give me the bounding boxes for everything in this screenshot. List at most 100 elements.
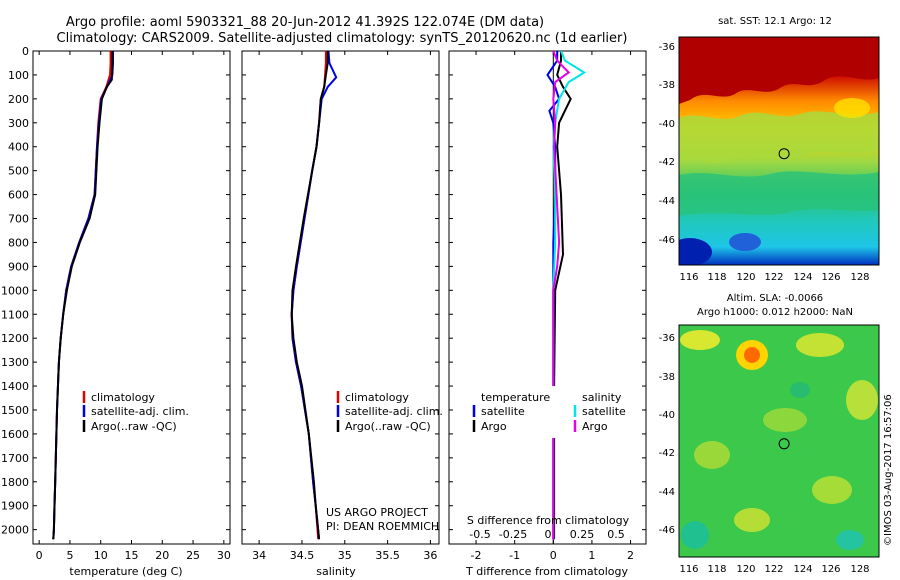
sst-map: sat. SST: 12.1 Argo: 12 -36 -38 -40 -42 … [659,16,880,283]
x-tick-label: 34 [252,549,266,562]
depth-tick-label: 1800 [1,476,29,489]
s-difference-ticks: -0.5 -0.25 0 0.25 0.5 [469,528,624,541]
sla-map-title-line1: Altim. SLA: -0.0066 [727,293,823,304]
sst-cold-patch [729,233,761,251]
depth-tick-label: 1700 [1,452,29,465]
depth-tick-label: 1300 [1,356,29,369]
salinity-axis-ticks: 34 34.5 35 35.5 36 [252,51,437,562]
x-tick-label: -2 [471,549,482,562]
s-difference-label: S difference from climatology [467,514,630,527]
x-tick-label: 5 [66,549,73,562]
lat-tick: -42 [659,157,675,168]
lon-tick: 122 [764,272,783,283]
salinity-panel: 34 34.5 35 35.5 36 salinity climatology sate… [241,50,443,578]
sla-low [681,521,709,549]
sla-background [679,325,879,557]
figure-title-line2: Climatology: CARS2009. Satellite-adjuste… [57,31,628,46]
lon-tick: 118 [707,564,726,575]
s-tick-label: 0.5 [607,528,625,541]
sst-map-xticks: 116 118 120 122 124 126 128 [679,272,869,283]
legend-satellite-label: satellite-adj. clim. [345,405,443,418]
legend-s-argo-label: Argo [582,420,608,433]
lat-tick: -38 [659,80,675,91]
temperature-axis-label: temperature (deg C) [69,565,182,578]
sla-map-frame [678,324,880,558]
project-annotation: US ARGO PROJECT [326,506,428,519]
x-tick-label: 1 [588,549,595,562]
x-tick-label: 0 [36,549,43,562]
depth-tick-label: 1400 [1,380,29,393]
sst-cold-pool [679,238,712,265]
sla-low [790,382,810,398]
salinity-legend: climatology satellite-adj. clim. Argo(..… [336,391,443,433]
depth-tick-label: 800 [8,236,29,249]
x-tick-label: -1 [509,549,520,562]
depth-tick-label: 100 [8,69,29,82]
x-tick-label: 35 [338,549,352,562]
lat-tick: -40 [659,119,675,130]
depth-tick-label: 900 [8,260,29,273]
series-line-argo-raw-qc [290,51,329,540]
lon-tick: 116 [679,272,698,283]
s-tick-label: -0.5 [469,528,490,541]
lon-tick: 128 [850,272,869,283]
lat-tick: -42 [659,448,675,459]
lat-tick: -36 [659,333,675,344]
legend-climatology-label: climatology [345,391,409,404]
lon-tick: 126 [821,272,840,283]
depth-tick-label: 1900 [1,500,29,513]
sst-warm-patch [834,98,870,118]
sst-map-frame [678,36,880,266]
depth-tick-label: 1100 [1,308,29,321]
sla-blob [846,380,878,420]
lon-tick: 128 [850,564,869,575]
lat-tick: -46 [659,525,675,536]
s-tick-label: 0.25 [570,528,595,541]
temperature-panel: 0100200300400500600700800900100011001200… [1,45,231,578]
lat-tick: -38 [659,372,675,383]
sst-mid-region [679,171,879,216]
lat-tick: -36 [659,42,675,53]
depth-tick-label: 1500 [1,404,29,417]
lat-tick: -44 [659,196,675,207]
x-tick-label: 30 [217,549,231,562]
s-tick-label: 0 [545,528,552,541]
x-tick-label: 25 [186,549,200,562]
difference-panel: -2 -1 0 1 2 T difference from climatology S … [448,50,647,578]
sla-blob [680,330,720,350]
temperature-legend: climatology satellite-adj. clim. Argo(..… [82,391,189,433]
sla-map-yticks: -36 -38 -40 -42 -44 -46 [659,333,675,536]
lat-tick: -44 [659,487,675,498]
depth-tick-label: 700 [8,213,29,226]
sst-field [679,37,879,265]
depth-axis-ticks: 0 100 200 300 400 500 600 700 800 900 1000 1100 1200… [1,45,230,537]
depth-tick-label: 500 [8,165,29,178]
lon-tick: 120 [736,564,755,575]
legend-argo-label: Argo(..raw -QC) [91,420,177,433]
salinity-depth-ticks [242,50,439,531]
depth-tick-label: 300 [8,117,29,130]
sst-warm-region [679,37,879,104]
sst-front [679,111,879,163]
sla-map-title-line2: Argo h1000: 0.012 h2000: NaN [697,307,853,318]
lon-tick: 122 [764,564,783,575]
depth-tick-label: 2000 [1,524,29,537]
x-tick-label: 34.5 [290,549,315,562]
x-tick-label: 0 [550,549,557,562]
depth-tick-label: 600 [8,189,29,202]
argo-location-marker [778,148,790,160]
sla-map: Altim. SLA: -0.0066 Argo h1000: 0.012 h2… [659,293,880,575]
x-tick-label: 36 [423,549,437,562]
figure-title-line1: Argo profile: aoml 5903321_88 20-Jun-201… [66,15,544,30]
t-difference-axis-ticks: -2 -1 0 1 2 [471,51,634,562]
temperature-axis-ticks: 0 5 10 15 20 25 30 [36,51,231,562]
series-line-argo-raw-qc [52,51,114,540]
difference-legend: temperature salinity satellite Argo sate… [468,386,630,438]
lat-tick: -46 [659,235,675,246]
difference-depth-ticks [449,50,646,531]
lon-tick: 116 [679,564,698,575]
lon-tick: 124 [793,272,812,283]
sla-low [836,530,864,550]
x-tick-label: 2 [627,549,634,562]
depth-tick-label: 1600 [1,428,29,441]
